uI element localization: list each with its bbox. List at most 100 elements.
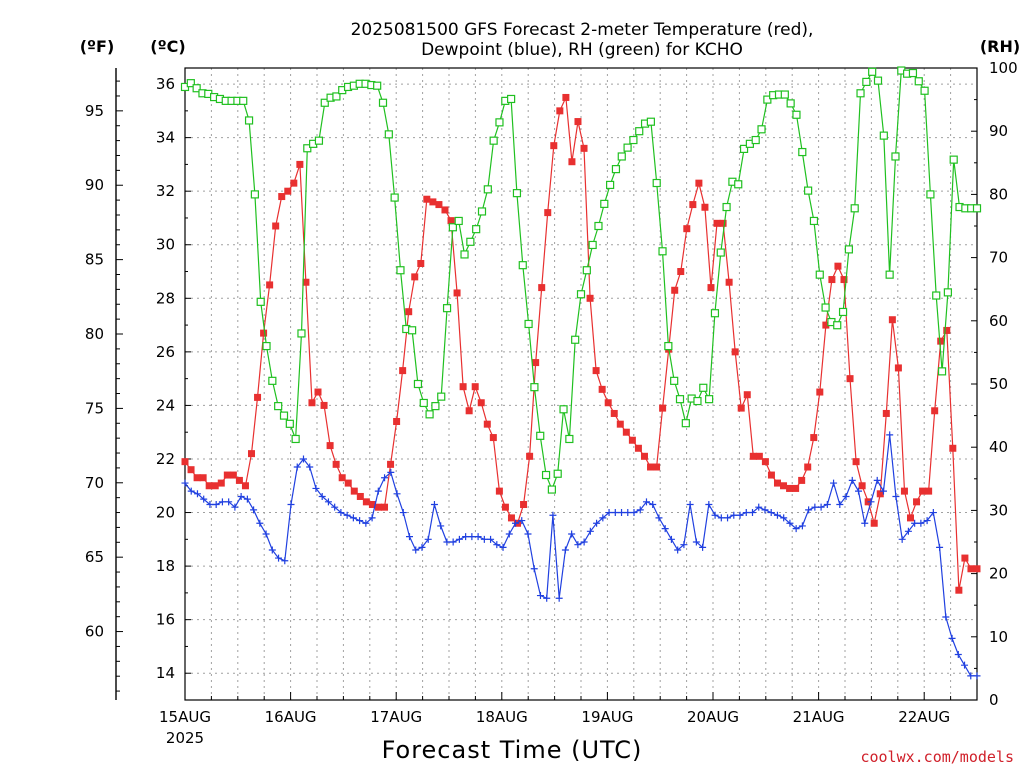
rh-point	[850, 204, 859, 213]
dewpoint-point	[268, 546, 276, 554]
dewpoint-point	[387, 468, 395, 476]
rh-point	[483, 185, 492, 194]
dewpoint-point	[667, 535, 675, 543]
rh-point	[658, 247, 667, 256]
rh-point	[815, 270, 824, 279]
temperature-point	[906, 514, 914, 522]
rh-point	[623, 143, 632, 152]
temperature-point	[199, 474, 207, 482]
temperature-point	[399, 367, 407, 375]
dewpoint-point	[936, 543, 944, 551]
temperature-point	[876, 490, 884, 498]
dewpoint-point	[674, 546, 682, 554]
temperature-point	[846, 375, 854, 383]
dewpoint-point	[873, 476, 881, 484]
dewpoint-point	[499, 543, 507, 551]
rh-point	[891, 152, 900, 161]
temperature-point	[828, 276, 836, 284]
dewpoint-point	[661, 525, 669, 533]
temperature-point	[429, 198, 437, 206]
temperature-point	[453, 289, 461, 297]
temperature-point	[465, 407, 473, 415]
temperature-point	[381, 503, 389, 511]
temperature-point	[786, 484, 794, 492]
rh-point	[600, 199, 609, 208]
dewpoint-point	[593, 519, 601, 527]
rh-point	[804, 186, 813, 195]
celsius-tick-label: 22	[156, 450, 175, 468]
temperature-point	[731, 348, 739, 356]
dewpoint-point	[586, 527, 594, 535]
rh-point	[879, 131, 888, 140]
rh-point	[437, 392, 446, 401]
temperature-point	[459, 383, 467, 391]
rh-point	[571, 335, 580, 344]
dewpoint-point	[524, 530, 532, 538]
dewpoint-point	[942, 613, 950, 621]
temperature-point	[568, 158, 576, 166]
celsius-axis-label: (ºC)	[150, 37, 185, 56]
rh-tick-label: 40	[989, 438, 1008, 456]
temperature-point	[610, 409, 618, 417]
temperature-point	[858, 482, 866, 490]
dewpoint-point	[418, 543, 426, 551]
rh-point	[716, 248, 725, 257]
dewpoint-point	[817, 503, 825, 511]
temperature-point	[647, 463, 655, 471]
temperature-point	[526, 452, 534, 460]
dewpoint-point	[449, 538, 457, 546]
dewpoint-point	[792, 525, 800, 533]
rh-point	[303, 144, 312, 153]
temperature-point	[507, 514, 515, 522]
fahrenheit-tick-label: 65	[85, 548, 104, 566]
plot-frame	[184, 67, 978, 701]
rh-point	[932, 291, 941, 300]
rh-point	[419, 398, 428, 408]
chart-title-line-2: Dewpoint (blue), RH (green) for KCHO	[421, 40, 743, 60]
rh-point	[507, 94, 516, 104]
dewpoint-point	[362, 519, 370, 527]
dewpoint-point	[406, 533, 414, 541]
temperature-point	[592, 367, 600, 375]
rh-point	[722, 202, 731, 212]
rh-point	[268, 376, 277, 385]
temperature-point	[792, 484, 800, 492]
dewpoint-point	[536, 592, 544, 600]
temperature-point	[761, 458, 769, 466]
dewpoint-point	[911, 519, 919, 527]
x-tick-sublabel: 2025	[166, 729, 204, 747]
temperature-point	[272, 222, 280, 230]
celsius-tick-label: 34	[156, 129, 175, 147]
dewpoint-point	[823, 501, 831, 509]
dewpoint-point	[530, 565, 538, 573]
dewpoint-point	[187, 487, 195, 495]
rh-point	[244, 116, 254, 125]
temperature-point	[356, 492, 364, 500]
temperature-point	[187, 466, 195, 474]
temperature-point	[894, 364, 902, 372]
dewpoint-point	[568, 530, 576, 538]
rh-point	[914, 77, 923, 86]
dewpoint-point	[512, 519, 520, 527]
rh-point	[408, 326, 417, 335]
rh-point	[786, 99, 795, 108]
dewpoint-point	[518, 517, 526, 525]
temperature-point	[586, 294, 594, 302]
fahrenheit-tick-label: 90	[85, 176, 104, 194]
celsius-tick-label: 32	[156, 182, 175, 200]
temperature-point	[773, 479, 781, 487]
rh-point	[524, 319, 533, 329]
temperature-point	[931, 407, 939, 415]
credit-link[interactable]: coolwx.com/models	[860, 748, 1014, 766]
dewpoint-point	[786, 519, 794, 527]
dewpoint-point	[381, 474, 389, 482]
temperature-point	[229, 471, 237, 479]
rh-point	[582, 266, 591, 275]
temperature-point	[266, 281, 274, 289]
rh-point	[390, 193, 399, 202]
rh-point	[844, 245, 853, 254]
dewpoint-point	[630, 509, 638, 517]
rh-point	[541, 470, 551, 480]
rh-point	[413, 379, 423, 389]
dewpoint-point	[798, 522, 806, 530]
